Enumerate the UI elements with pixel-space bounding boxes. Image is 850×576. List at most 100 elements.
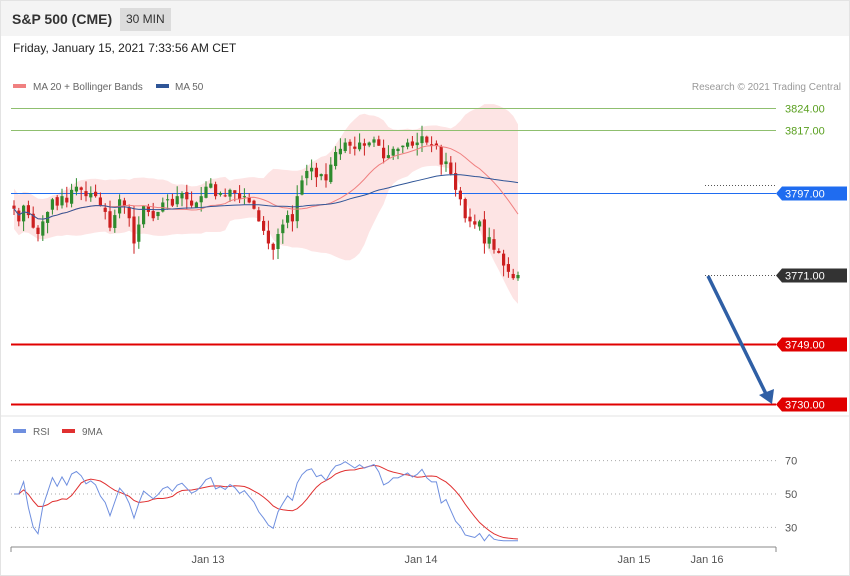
candle-body bbox=[247, 197, 251, 203]
candle-body bbox=[329, 164, 333, 183]
candle-body bbox=[12, 205, 16, 209]
candle-body bbox=[449, 162, 453, 175]
candle-body bbox=[492, 239, 496, 250]
candle-body bbox=[257, 210, 261, 222]
candle-body bbox=[199, 196, 203, 203]
candle-body bbox=[151, 211, 155, 219]
candle-body bbox=[94, 191, 98, 197]
rsi-panel: 70 50 30 bbox=[11, 456, 797, 542]
candle-body bbox=[415, 142, 419, 146]
candle-body bbox=[343, 142, 347, 152]
candle-body bbox=[468, 216, 472, 222]
candle-body bbox=[70, 189, 74, 204]
candle-body bbox=[358, 142, 362, 150]
candle-body bbox=[300, 180, 304, 195]
candle-body bbox=[362, 143, 366, 146]
timeframe-badge[interactable]: 30 MIN bbox=[120, 8, 171, 31]
rsi-ma-legend-swatch bbox=[62, 429, 75, 433]
candle-body bbox=[334, 151, 338, 167]
bollinger-band-area bbox=[14, 104, 518, 304]
rsi-legend-label: RSI bbox=[33, 427, 50, 438]
candle-body bbox=[108, 211, 112, 228]
candle-body bbox=[391, 148, 395, 156]
candle-body bbox=[41, 221, 45, 236]
candle-body bbox=[170, 198, 174, 206]
candle-body bbox=[425, 136, 429, 143]
level-tag-support bbox=[776, 337, 847, 352]
candle-body bbox=[214, 184, 218, 197]
x-tick-label: Jan 13 bbox=[191, 554, 224, 566]
candle-body bbox=[132, 216, 136, 244]
candle-body bbox=[463, 198, 467, 219]
candle-body bbox=[290, 214, 294, 222]
candle-body bbox=[36, 227, 40, 235]
x-tick-label: Jan 15 bbox=[617, 554, 650, 566]
x-tick-label: Jan 14 bbox=[404, 554, 437, 566]
candle-body bbox=[180, 193, 184, 199]
candle-body bbox=[286, 215, 290, 223]
moving-averages bbox=[13, 145, 519, 220]
candle-body bbox=[310, 167, 314, 172]
candle-body bbox=[386, 155, 390, 159]
level-label-support: 3730.00 bbox=[785, 400, 825, 412]
forecast-arrow-head bbox=[759, 389, 774, 404]
candle-body bbox=[478, 221, 482, 227]
candle-body bbox=[161, 202, 165, 212]
rsi-level-label: 50 bbox=[785, 489, 797, 501]
candle-body bbox=[305, 170, 309, 179]
candle-body bbox=[454, 173, 458, 190]
candle-body bbox=[142, 205, 146, 225]
price-levels: 3824.00 3817.00 3797.00 3771.00 3749.00 3730.… bbox=[11, 104, 847, 412]
candle-body bbox=[223, 195, 227, 197]
x-tick-label: Jan 16 bbox=[690, 554, 723, 566]
candle-body bbox=[319, 174, 323, 177]
ma50-line bbox=[13, 174, 519, 220]
candle-body bbox=[166, 199, 170, 201]
candle-body bbox=[194, 202, 198, 208]
chart-header: S&P 500 (CME) 30 MIN bbox=[1, 1, 849, 36]
candle-body bbox=[98, 197, 102, 206]
candle-body bbox=[511, 273, 515, 279]
candle-body bbox=[434, 143, 438, 146]
candle-body bbox=[406, 142, 410, 147]
rsi-level-label: 30 bbox=[785, 522, 797, 534]
candle-body bbox=[242, 196, 246, 198]
level-label-resistance: 3824.00 bbox=[785, 104, 825, 116]
candle-body bbox=[372, 139, 376, 143]
rsi-ma-legend-label: 9MA bbox=[82, 427, 103, 438]
candle-body bbox=[314, 167, 318, 178]
candle-body bbox=[281, 224, 285, 234]
level-label-resistance: 3817.00 bbox=[785, 126, 825, 138]
candle-body bbox=[84, 191, 88, 197]
candle-body bbox=[209, 183, 213, 188]
candle-body bbox=[228, 189, 232, 197]
candle-body bbox=[26, 205, 30, 216]
candle-body bbox=[506, 264, 510, 272]
candle-body bbox=[348, 141, 352, 146]
candle-body bbox=[420, 136, 424, 144]
candle-body bbox=[22, 205, 26, 222]
rsi-line bbox=[14, 461, 518, 542]
candle-body bbox=[401, 145, 405, 148]
level-tag-last bbox=[776, 268, 847, 283]
candle-body bbox=[31, 213, 35, 228]
candle-body bbox=[444, 161, 448, 165]
candlesticks bbox=[12, 125, 520, 281]
candle-body bbox=[271, 243, 275, 250]
candle-body bbox=[324, 174, 328, 181]
candle-body bbox=[439, 146, 443, 165]
bollinger-legend-swatch bbox=[13, 84, 26, 88]
rsi-legend-swatch bbox=[13, 429, 26, 433]
bollinger-bands bbox=[14, 104, 518, 304]
candle-body bbox=[502, 253, 506, 266]
candle-body bbox=[238, 193, 242, 200]
candle-body bbox=[482, 219, 486, 244]
ma50-legend-label: MA 50 bbox=[175, 82, 204, 93]
forecast-arrow-line bbox=[706, 275, 770, 399]
candle-body bbox=[137, 224, 141, 242]
level-tag-support bbox=[776, 397, 847, 412]
candle-body bbox=[367, 142, 371, 146]
candle-body bbox=[60, 196, 64, 206]
candle-body bbox=[113, 215, 117, 228]
